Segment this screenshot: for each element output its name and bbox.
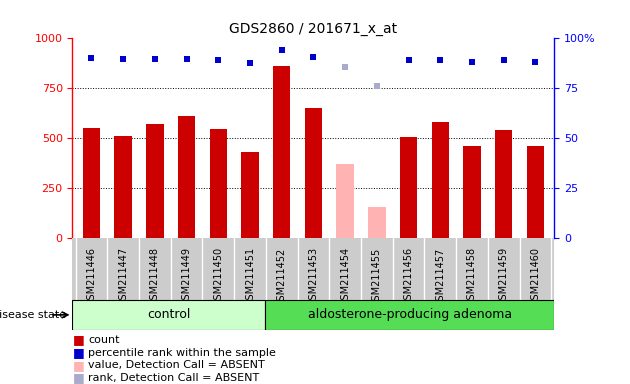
Bar xyxy=(336,164,354,238)
Bar xyxy=(210,129,227,238)
Text: GSM211459: GSM211459 xyxy=(499,247,508,306)
Bar xyxy=(115,136,132,238)
Bar xyxy=(146,124,164,238)
Text: GSM211454: GSM211454 xyxy=(340,247,350,306)
Text: GSM211447: GSM211447 xyxy=(118,247,128,306)
Text: GSM211450: GSM211450 xyxy=(214,247,223,306)
Text: GSM211446: GSM211446 xyxy=(86,247,96,306)
Bar xyxy=(265,300,554,330)
Text: GSM211451: GSM211451 xyxy=(245,247,255,306)
Text: value, Detection Call = ABSENT: value, Detection Call = ABSENT xyxy=(88,360,265,370)
Text: GSM211460: GSM211460 xyxy=(530,247,541,306)
Text: ■: ■ xyxy=(72,371,84,384)
Text: GSM211448: GSM211448 xyxy=(150,247,160,306)
Text: ■: ■ xyxy=(72,346,84,359)
Title: GDS2860 / 201671_x_at: GDS2860 / 201671_x_at xyxy=(229,22,398,36)
Text: disease state: disease state xyxy=(0,310,66,320)
Text: control: control xyxy=(147,308,190,321)
Bar xyxy=(83,128,100,238)
Text: percentile rank within the sample: percentile rank within the sample xyxy=(88,348,276,358)
Text: rank, Detection Call = ABSENT: rank, Detection Call = ABSENT xyxy=(88,373,260,383)
Bar xyxy=(400,137,417,238)
Bar xyxy=(368,207,386,238)
Text: GSM211452: GSM211452 xyxy=(277,247,287,306)
Text: GSM211455: GSM211455 xyxy=(372,247,382,306)
Text: ■: ■ xyxy=(72,333,84,346)
Bar xyxy=(432,122,449,238)
Bar xyxy=(273,66,290,238)
Bar xyxy=(178,116,195,238)
Text: ■: ■ xyxy=(72,359,84,372)
Bar xyxy=(527,146,544,238)
Text: GSM211453: GSM211453 xyxy=(309,247,318,306)
Text: GSM211458: GSM211458 xyxy=(467,247,477,306)
Text: GSM211449: GSM211449 xyxy=(181,247,192,306)
Text: aldosterone-producing adenoma: aldosterone-producing adenoma xyxy=(307,308,512,321)
Bar xyxy=(241,152,259,238)
Bar xyxy=(463,146,481,238)
Bar xyxy=(495,130,512,238)
Bar xyxy=(305,108,322,238)
Text: count: count xyxy=(88,335,120,345)
Text: GSM211456: GSM211456 xyxy=(404,247,413,306)
Text: GSM211457: GSM211457 xyxy=(435,247,445,306)
Bar xyxy=(72,300,265,330)
